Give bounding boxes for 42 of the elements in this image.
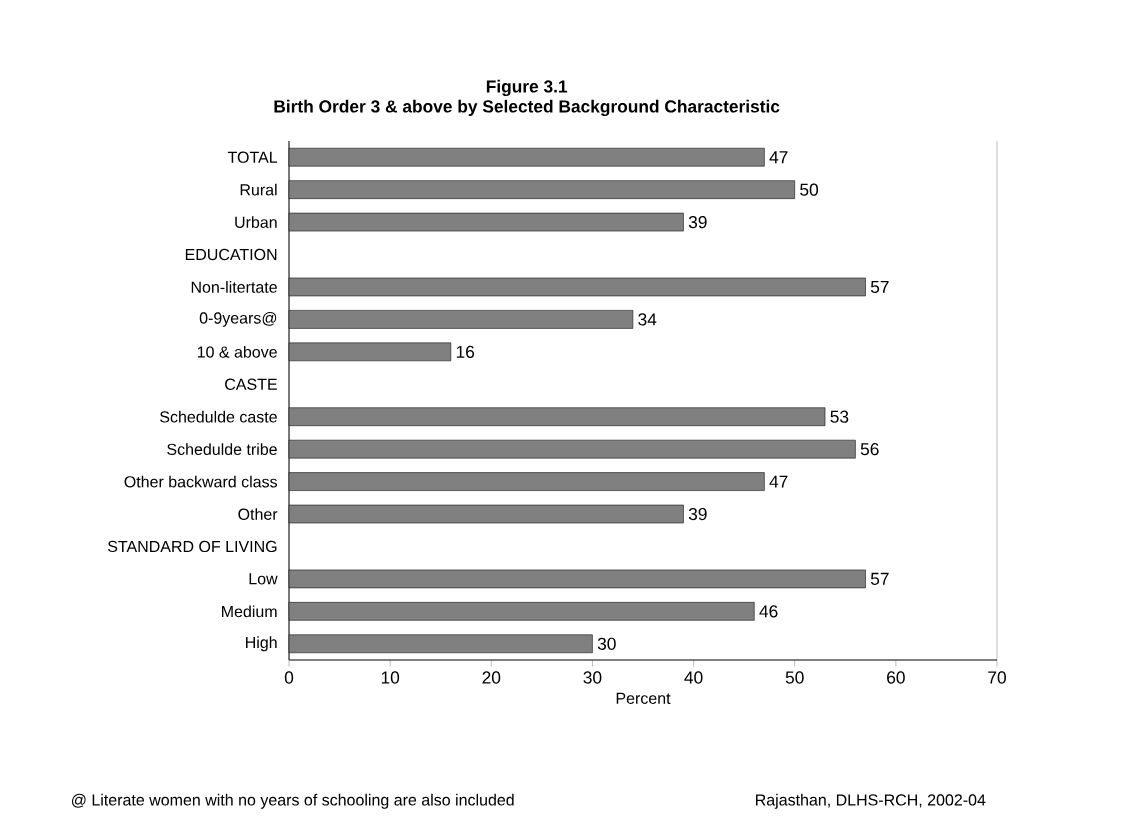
x-tick-label: 60 — [887, 671, 905, 684]
data-label: 57 — [870, 280, 889, 294]
x-tick-label: 40 — [684, 671, 703, 684]
y-tick-label: Non-litertate — [191, 281, 277, 293]
text: @ Literate women with no years of schooling are also included — [71, 793, 514, 809]
y-tick-label: CASTE — [225, 378, 277, 390]
y-tick-label: EDUCATION — [185, 248, 277, 261]
data-label: 47 — [769, 151, 788, 164]
y-tick-label: STANDARD OF LIVING — [107, 540, 277, 553]
chart-subtitle: Birth Order 3 & above by Selected Background Characteristic — [274, 99, 780, 117]
y-tick-label: 10 & above — [197, 345, 277, 358]
y-tick-label: TOTAL — [227, 151, 278, 163]
data-label: 53 — [830, 410, 849, 423]
x-tick-label: 50 — [785, 671, 804, 684]
y-tick-label: Low — [249, 573, 278, 585]
x-tick-label: 10 — [381, 671, 400, 684]
y-tick-label: Other — [238, 508, 278, 520]
y-tick-label: High — [246, 636, 277, 652]
data-label: 39 — [688, 507, 707, 521]
data-label: 50 — [800, 183, 819, 196]
x-tick-label: 0 — [284, 671, 294, 684]
y-tick-label: 0-9years@ — [199, 311, 277, 327]
x-tick-label: 70 — [988, 671, 1006, 684]
data-label: 56 — [860, 443, 879, 456]
chart-title: Figure 3.1 — [486, 79, 568, 97]
y-tick-label: Medium — [222, 605, 277, 618]
y-tick-label: Rural — [240, 183, 277, 196]
y-tick-label: Other backward class — [124, 475, 278, 488]
x-tick-label: 20 — [482, 671, 501, 684]
data-label: 46 — [759, 605, 778, 618]
x-tick-label: 30 — [583, 671, 602, 684]
data-label: 39 — [688, 215, 707, 229]
y-tick-label: Schedulde caste — [160, 410, 277, 423]
data-label: 16 — [456, 345, 475, 358]
data-label: 57 — [870, 572, 889, 585]
data-label: 34 — [638, 313, 657, 326]
text: Rajasthan, DLHS-RCH, 2002-04 — [756, 793, 986, 809]
y-tick-label: Urban — [235, 216, 277, 228]
data-label: 30 — [597, 637, 616, 650]
y-tick-label: Schedulde tribe — [167, 443, 277, 456]
data-label: 47 — [769, 475, 788, 488]
x-axis-title: Percent — [616, 692, 671, 704]
